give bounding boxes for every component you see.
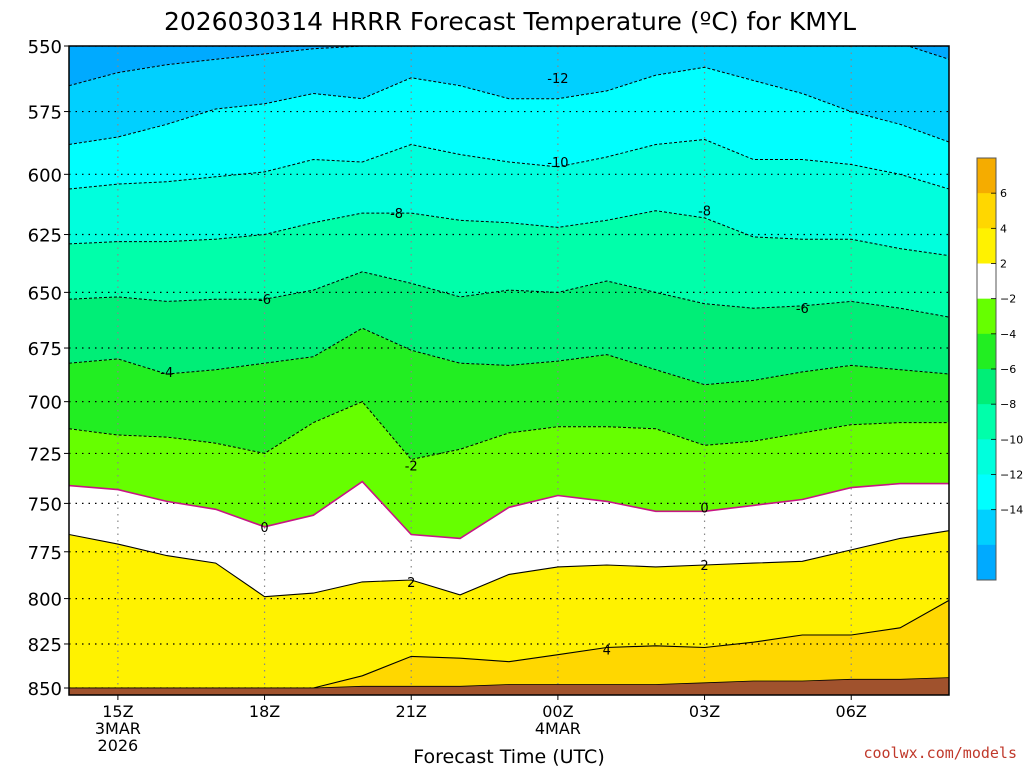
- temperature-fill-bands: [69, 46, 949, 695]
- x-tick-label: 03Z: [689, 702, 720, 721]
- colorbar-tick-label: 2: [1000, 258, 1007, 271]
- contour-line: [69, 327, 949, 386]
- y-tick-label: 675: [28, 339, 62, 360]
- contour-line: [69, 480, 949, 540]
- fill-band: [69, 271, 949, 385]
- contour-labels: -12 -10 -8 -8 -6 -6 -4 -2 0 0 2 2 4: [160, 72, 809, 658]
- y-tick-label: 700: [28, 393, 62, 414]
- colorbar-tick-label: 6: [1000, 187, 1007, 200]
- x-tick-label: 2026: [98, 736, 139, 755]
- colorbar-tick-label: −14: [1000, 504, 1023, 517]
- colorbar-segment: [977, 298, 996, 335]
- colorbar-tick-label: −10: [1000, 433, 1023, 446]
- x-tick-label: 4MAR: [535, 719, 581, 738]
- fill-band: [69, 600, 949, 694]
- colorbar-segment: [977, 193, 996, 229]
- y-tick-label: 850: [28, 679, 62, 700]
- grid-lines: [69, 46, 949, 695]
- y-tick-label: 825: [28, 635, 62, 656]
- fill-band: [69, 328, 949, 460]
- x-tick-label: 06Z: [836, 702, 867, 721]
- contour-line: [69, 530, 949, 598]
- fill-band: [69, 46, 949, 145]
- fill-band: [69, 139, 949, 256]
- y-tick-label: 550: [28, 37, 62, 58]
- plot-frame: [68, 45, 950, 696]
- colorbar-segment: [977, 439, 996, 475]
- colorbar-tick-label: −6: [1000, 363, 1016, 376]
- contour-label: -10: [547, 156, 568, 171]
- fill-band: [69, 481, 949, 597]
- x-tick-label: 00Z: [542, 702, 573, 721]
- colorbar-legend: 6 4 2 −2 −4 −6 −8 −10 −12 −14: [976, 157, 1023, 581]
- colorbar-tick-label: −8: [1000, 398, 1016, 411]
- contour-label: -8: [698, 205, 711, 220]
- y-tick-label: 750: [28, 494, 62, 515]
- colorbar-tick-label: −4: [1000, 328, 1016, 341]
- colorbar-segment: [977, 228, 996, 264]
- fill-band: [69, 401, 949, 539]
- fill-band: [69, 67, 949, 189]
- contour-label: -12: [547, 72, 568, 87]
- contour-line: [69, 401, 949, 461]
- y-tick-label: 725: [28, 444, 62, 465]
- colorbar-segment: [977, 263, 996, 300]
- colorbar-tick-label: 4: [1000, 222, 1007, 235]
- x-axis-label: Forecast Time (UTC): [413, 746, 604, 768]
- y-axis: 550 575 600 625 650 675 700 725 750 775 800 825 850: [28, 37, 69, 700]
- colorbar-segment: [977, 158, 996, 194]
- colorbar-tick-label: −12: [1000, 469, 1023, 482]
- contour-line: [69, 271, 949, 318]
- y-tick-label: 625: [28, 226, 62, 247]
- y-tick-label: 650: [28, 283, 62, 304]
- colorbar-segment: [977, 509, 996, 546]
- y-tick-label: 575: [28, 103, 62, 124]
- contour-label: -6: [258, 293, 271, 308]
- contour-line: [69, 138, 949, 190]
- colorbar-segment: [977, 474, 996, 511]
- chart-title: 2026030314 HRRR Forecast Temperature (ºC…: [164, 7, 856, 36]
- contour-line: [69, 66, 949, 145]
- contour-label: 2: [407, 576, 415, 591]
- contour-label: -6: [796, 302, 809, 317]
- contour-label: 4: [603, 643, 611, 658]
- y-tick-label: 775: [28, 543, 62, 564]
- contour-line: [69, 210, 949, 257]
- fill-band: [69, 46, 949, 86]
- contour-label: -8: [390, 207, 403, 222]
- y-tick-label: 800: [28, 590, 62, 611]
- x-tick-label: 21Z: [396, 702, 427, 721]
- colorbar-segment: [977, 404, 996, 440]
- contour-label: 0: [700, 501, 708, 516]
- contour-label: -4: [160, 366, 173, 381]
- x-tick-label: 18Z: [249, 702, 280, 721]
- x-tick-label: 15Z: [102, 702, 133, 721]
- surface-band: [69, 677, 949, 695]
- contour-label: 0: [260, 521, 268, 536]
- surface-ground: [69, 677, 949, 695]
- fill-band: [69, 210, 949, 318]
- colorbar-segment: [977, 333, 996, 370]
- colorbar-tick-label: −2: [1000, 293, 1016, 306]
- fill-band: [69, 530, 949, 688]
- colorbar-segment: [977, 369, 996, 405]
- y-tick-label: 600: [28, 165, 62, 186]
- x-tick-label: 3MAR: [95, 719, 141, 738]
- credit-text: coolwx.com/models: [863, 744, 1017, 762]
- contour-label: -2: [405, 460, 418, 475]
- colorbar-segment: [977, 544, 996, 581]
- contour-label: 2: [700, 559, 708, 574]
